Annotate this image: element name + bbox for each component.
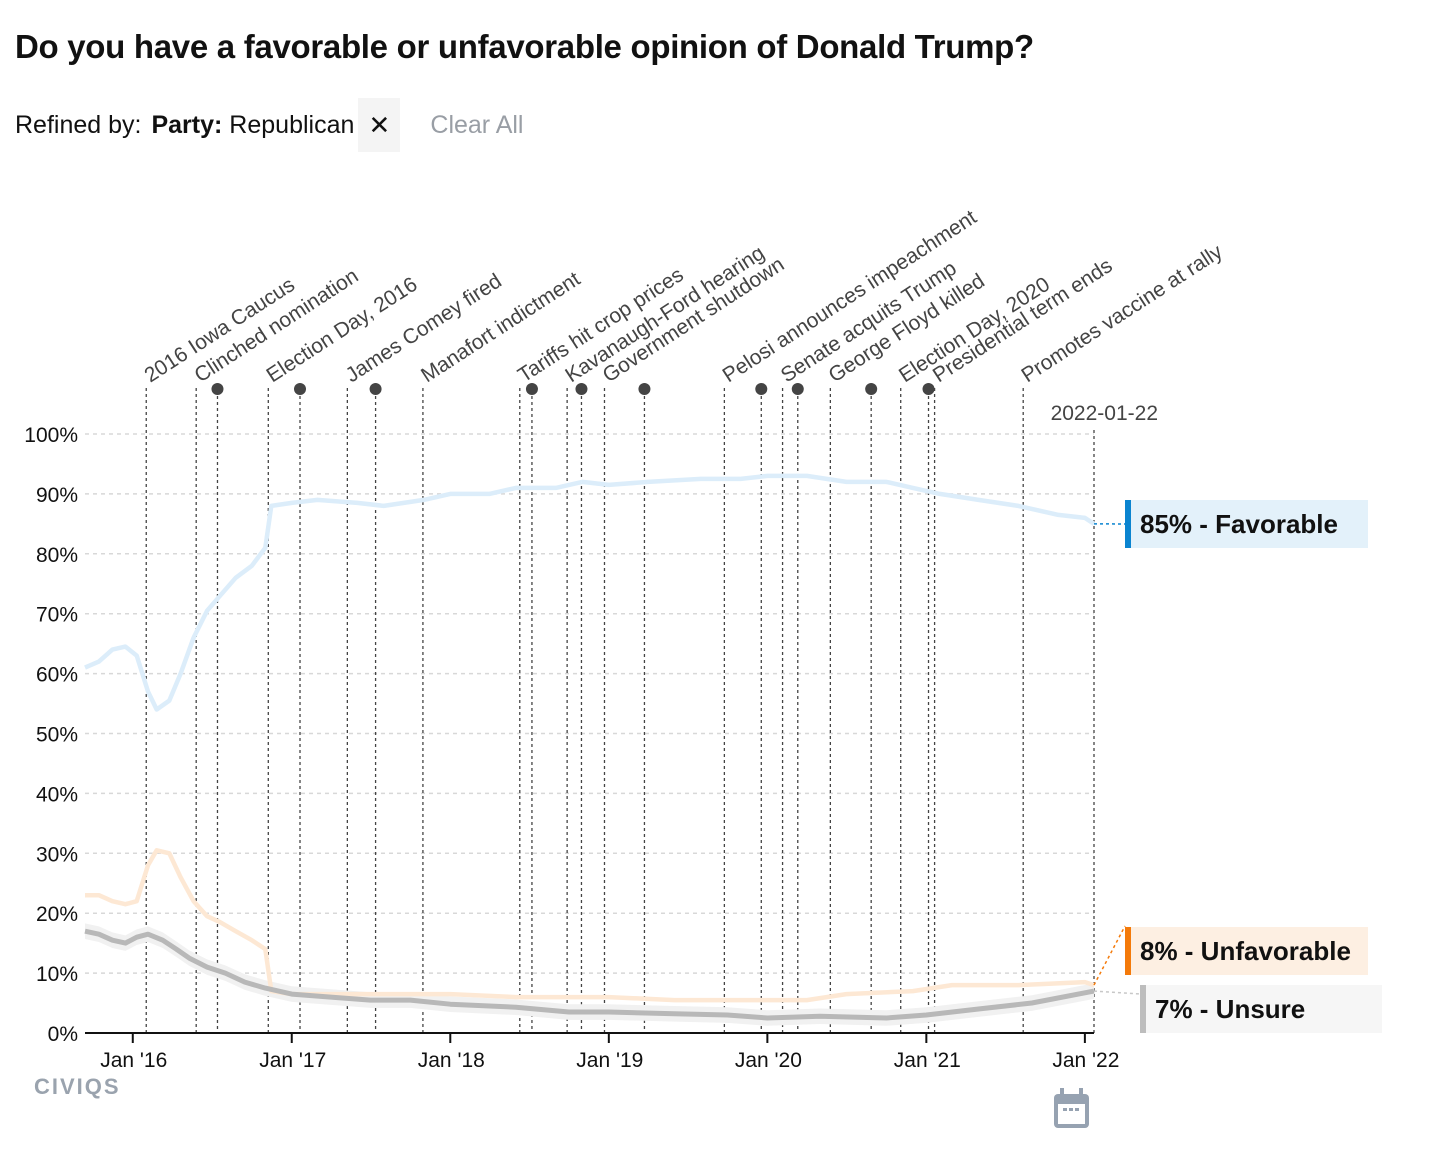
series-line-unsure bbox=[84, 928, 1095, 1021]
x-tick-label: Jan '17 bbox=[259, 1049, 326, 1072]
y-tick-label: 100% bbox=[24, 424, 78, 447]
civiqs-logo: CIVIQS bbox=[34, 1074, 121, 1099]
page-title: Do you have a favorable or unfavorable o… bbox=[15, 28, 1034, 65]
event-dot bbox=[791, 383, 804, 395]
end-label-favorable: 85% - Favorable bbox=[1140, 509, 1338, 539]
series-line-favorable bbox=[84, 473, 1096, 712]
y-tick-label: 70% bbox=[36, 604, 78, 627]
end-label-background bbox=[1125, 927, 1368, 975]
remove-filter-close-icon[interactable]: ✕ bbox=[358, 98, 401, 152]
y-tick-label: 50% bbox=[36, 724, 78, 747]
y-tick-label: 80% bbox=[36, 544, 78, 567]
end-label-accent-bar bbox=[1125, 500, 1131, 548]
event-dot bbox=[922, 383, 935, 395]
refined-by-label: Refined by: bbox=[15, 110, 142, 139]
y-tick-label: 30% bbox=[36, 843, 78, 866]
calendar-dot bbox=[1075, 1108, 1079, 1111]
event-dot bbox=[865, 383, 878, 395]
end-label-background bbox=[1125, 500, 1368, 548]
end-label-background bbox=[1140, 985, 1382, 1033]
event-dot bbox=[211, 383, 224, 395]
event-dot bbox=[369, 383, 382, 395]
x-tick-label: Jan '20 bbox=[735, 1049, 802, 1072]
x-tick-label: Jan '16 bbox=[100, 1049, 167, 1072]
x-tick-label: Jan '22 bbox=[1052, 1049, 1119, 1072]
unsure-confidence-band bbox=[85, 923, 1094, 1026]
event-dot bbox=[525, 383, 538, 395]
x-tick-label: Jan '18 bbox=[418, 1049, 485, 1072]
end-label-connector bbox=[1093, 925, 1126, 986]
y-tick-label: 90% bbox=[36, 484, 78, 507]
series-line-unfavorable bbox=[85, 848, 1095, 1003]
calendar-dot bbox=[1069, 1108, 1073, 1111]
event-dot bbox=[294, 383, 307, 395]
end-label-unsure: 7% - Unsure bbox=[1155, 994, 1305, 1024]
refine-bar: Refined by: Party: Republican ✕ Clear Al… bbox=[15, 98, 523, 152]
calendar-ring bbox=[1079, 1088, 1083, 1096]
end-label-accent-bar bbox=[1125, 927, 1131, 975]
end-label-connector bbox=[1093, 990, 1141, 995]
end-label-accent-bar bbox=[1140, 985, 1146, 1033]
x-tick-label: Jan '19 bbox=[576, 1049, 643, 1072]
calendar-ring bbox=[1060, 1088, 1064, 1096]
filter-key: Party: bbox=[151, 110, 223, 139]
y-tick-label: 40% bbox=[36, 783, 78, 806]
end-label-unfavorable: 8% - Unfavorable bbox=[1140, 936, 1351, 966]
event-dot bbox=[755, 383, 768, 395]
clear-all-button[interactable]: Clear All bbox=[430, 110, 524, 139]
y-tick-label: 60% bbox=[36, 664, 78, 687]
y-tick-label: 10% bbox=[36, 963, 78, 986]
calendar-face bbox=[1058, 1104, 1085, 1124]
y-tick-label: 0% bbox=[48, 1023, 78, 1046]
calendar-icon[interactable] bbox=[1054, 1088, 1089, 1128]
filter-chip: Party: Republican bbox=[151, 111, 354, 140]
filter-value: Republican bbox=[229, 110, 355, 139]
event-dot bbox=[575, 383, 588, 395]
event-dot bbox=[638, 383, 651, 395]
cursor-date-label: 2022-01-22 bbox=[1051, 402, 1158, 425]
y-tick-label: 20% bbox=[36, 903, 78, 926]
x-tick-label: Jan '21 bbox=[894, 1049, 961, 1072]
calendar-dot bbox=[1063, 1108, 1067, 1111]
